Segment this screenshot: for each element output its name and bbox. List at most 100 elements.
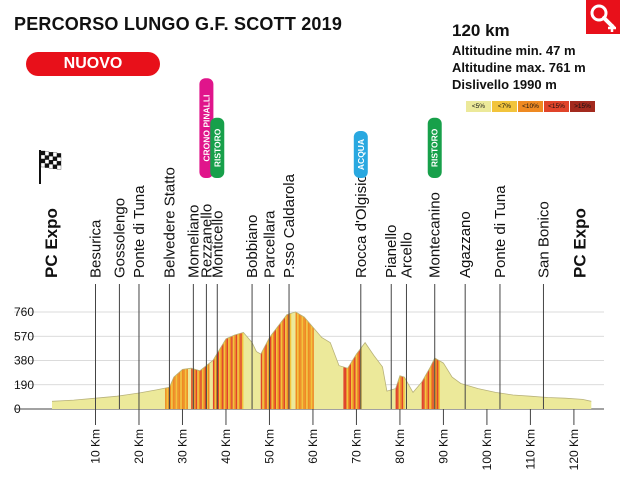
gradient-stripe <box>297 292 299 409</box>
gradient-stripe <box>399 292 401 409</box>
gradient-stripe <box>351 292 353 409</box>
waypoint-label: Ponte di Tuna <box>131 185 148 278</box>
gradient-stripe <box>299 292 301 409</box>
waypoint-label: Monticello <box>209 210 226 278</box>
gradient-stripe <box>231 292 233 409</box>
gradient-stripe <box>308 292 310 409</box>
annotation-label: CRONO PINALLI <box>201 95 211 162</box>
x-tick-label: 70 Km <box>349 429 363 464</box>
gradient-stripe <box>349 292 351 409</box>
gradient-stripe <box>284 292 286 409</box>
gradient-stripe <box>236 292 238 409</box>
waypoint-label: Gossolengo <box>111 198 128 278</box>
gradient-stripe <box>422 292 424 409</box>
gradient-stripe <box>261 292 263 409</box>
x-tick-label: 30 Km <box>175 429 189 464</box>
gradient-stripe <box>242 292 244 409</box>
gradient-stripe <box>179 292 181 409</box>
gradient-stripe <box>265 292 267 409</box>
gradient-stripe <box>176 292 178 409</box>
x-tick-label: 120 Km <box>567 429 581 470</box>
gradient-stripe <box>423 292 425 409</box>
gradient-stripe <box>228 292 230 409</box>
gradient-stripe <box>267 292 269 409</box>
gradient-stripe <box>264 292 266 409</box>
gradient-stripe <box>239 292 241 409</box>
gradient-stripe <box>165 292 167 409</box>
gradient-stripe <box>348 292 350 409</box>
gradient-stripe <box>173 292 175 409</box>
y-tick-label: 190 <box>14 378 34 392</box>
gradient-stripe <box>237 292 239 409</box>
gradient-stripe <box>203 292 205 409</box>
gradient-stripe <box>353 292 355 409</box>
waypoint-label: Montecanino <box>427 192 444 278</box>
gradient-stripe <box>356 292 358 409</box>
annotation-label: RISTORO <box>212 128 222 167</box>
gradient-stripe <box>271 292 273 409</box>
gradient-stripe <box>180 292 182 409</box>
gradient-stripe <box>208 292 210 409</box>
waypoint-label: Parcellara <box>261 210 278 278</box>
gradient-stripe <box>285 292 287 409</box>
gradient-stripe <box>354 292 356 409</box>
waypoint-label: PC Expo <box>42 208 61 278</box>
gradient-stripe <box>194 292 196 409</box>
gradient-stripe <box>185 292 187 409</box>
gradient-stripe <box>182 292 184 409</box>
gradient-stripe <box>240 292 242 409</box>
gradient-stripe <box>287 292 289 409</box>
elevation-chart: 0190380570760PC Expo Besurica Gossolengo Po… <box>0 0 620 482</box>
gradient-stripe <box>309 292 311 409</box>
gradient-stripe <box>167 292 169 409</box>
gradient-stripe <box>300 292 302 409</box>
gradient-stripe <box>199 292 201 409</box>
gradient-stripe <box>171 292 173 409</box>
gradient-stripe <box>282 292 284 409</box>
gradient-stripe <box>396 292 398 409</box>
x-tick-label: 60 Km <box>306 429 320 464</box>
y-tick-label: 570 <box>14 329 34 343</box>
gradient-stripe <box>346 292 348 409</box>
gradient-stripe <box>290 292 292 409</box>
gradient-stripe <box>305 292 307 409</box>
gradient-stripe <box>312 292 314 409</box>
y-tick-label: 380 <box>14 354 34 368</box>
waypoint-label: Ponte di Tuna <box>492 185 509 278</box>
checkered-flag-icon <box>40 150 61 184</box>
waypoint-label: P.sso Caldarola <box>281 173 298 278</box>
gradient-stripe <box>403 292 405 409</box>
gradient-stripe <box>214 292 216 409</box>
x-tick-label: 20 Km <box>132 429 146 464</box>
gradient-stripe <box>270 292 272 409</box>
waypoint-label: Agazzano <box>457 211 474 278</box>
gradient-stripe <box>343 292 345 409</box>
waypoint-label: Belvedere Statto <box>161 167 178 278</box>
gradient-stripe <box>357 292 359 409</box>
gradient-stripe <box>279 292 281 409</box>
gradient-stripe <box>281 292 283 409</box>
x-tick-label: 80 Km <box>393 429 407 464</box>
gradient-stripe <box>197 292 199 409</box>
gradient-stripe <box>432 292 434 409</box>
gradient-stripe <box>227 292 229 409</box>
gradient-stripe <box>224 292 226 409</box>
x-tick-label: 110 Km <box>523 429 537 469</box>
gradient-stripe <box>400 292 402 409</box>
gradient-stripe <box>311 292 313 409</box>
gradient-stripe <box>306 292 308 409</box>
waypoint-label: PC Expo <box>570 208 589 278</box>
gradient-stripe <box>425 292 427 409</box>
gradient-stripe <box>276 292 278 409</box>
x-tick-label: 50 Km <box>262 429 276 464</box>
gradient-stripe <box>426 292 428 409</box>
waypoint-label: Arcello <box>398 232 415 278</box>
gradient-stripe <box>402 292 404 409</box>
gradient-stripe <box>202 292 204 409</box>
gradient-stripe <box>273 292 275 409</box>
annotation-label: RISTORO <box>430 128 440 167</box>
gradient-stripe <box>200 292 202 409</box>
x-tick-label: 40 Km <box>219 429 233 464</box>
waypoint-label: Rocca d'Olgisio <box>353 174 370 278</box>
gradient-stripe <box>397 292 399 409</box>
